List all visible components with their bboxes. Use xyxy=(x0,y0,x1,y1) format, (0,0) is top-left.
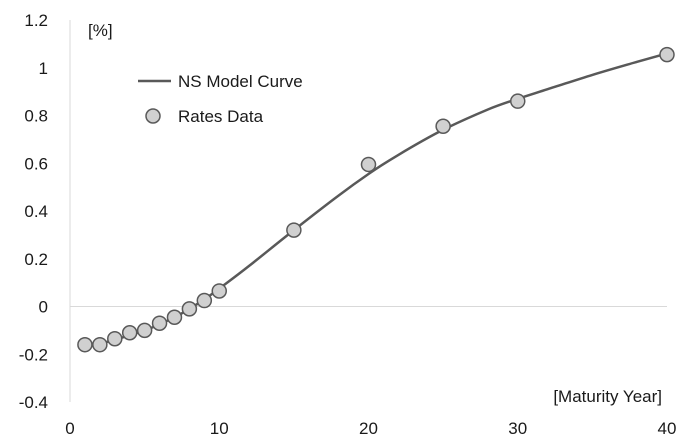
x-tick-label: 20 xyxy=(359,419,378,438)
y-axis-label: [%] xyxy=(88,21,113,40)
rates-data-point xyxy=(77,336,93,353)
rates-data-point xyxy=(286,222,302,238)
rates-data-point xyxy=(136,322,153,339)
y-tick-label: 0.8 xyxy=(24,107,48,126)
x-axis-label: [Maturity Year] xyxy=(553,387,662,406)
rates-data-point xyxy=(166,309,183,325)
plot-area xyxy=(77,46,675,353)
y-tick-label: -0.4 xyxy=(19,393,48,412)
legend-marker-swatch xyxy=(145,108,161,124)
rates-data-point xyxy=(510,93,526,109)
y-tick-label: 0.4 xyxy=(24,202,48,221)
ns-model-curve-line xyxy=(84,52,668,348)
rates-data-point xyxy=(435,118,451,134)
rates-data-point xyxy=(92,336,108,353)
rates-data-point xyxy=(181,301,198,317)
rates-data-point xyxy=(211,283,227,299)
rates-data-point xyxy=(196,292,213,309)
x-tick-label: 30 xyxy=(508,419,527,438)
x-tick-label: 10 xyxy=(210,419,229,438)
y-tick-label: 0 xyxy=(39,298,48,317)
y-tick-label: 0.2 xyxy=(24,250,48,269)
rates-data-point xyxy=(121,325,138,341)
y-tick-label: 1 xyxy=(39,59,48,78)
x-tick-label: 40 xyxy=(658,419,677,438)
y-tick-label: -0.2 xyxy=(19,345,48,364)
rates-data-point xyxy=(151,315,168,331)
x-tick-label: 0 xyxy=(65,419,74,438)
rates-data-point xyxy=(360,156,377,173)
legend-label-rates-data: Rates Data xyxy=(178,107,264,126)
rates-data-point xyxy=(107,330,123,347)
legend-label-model-curve: NS Model Curve xyxy=(178,72,303,91)
rates-data-point xyxy=(659,46,675,63)
legend: NS Model Curve Rates Data xyxy=(138,72,303,126)
y-tick-label: 1.2 xyxy=(24,11,48,30)
axes: -0.4 -0.2 0 0.2 0.4 0.6 0.8 1 1.2 0 10 20 30 40 xyxy=(19,11,677,438)
y-tick-label: 0.6 xyxy=(24,154,48,173)
